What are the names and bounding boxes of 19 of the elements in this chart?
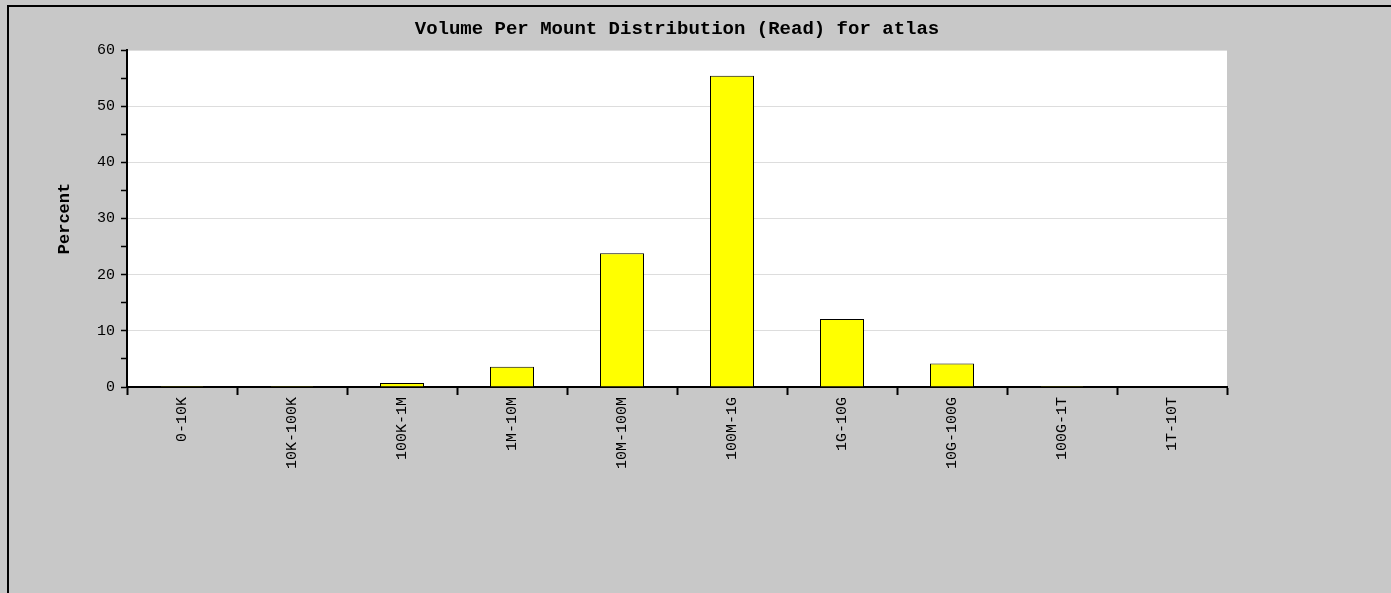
- x-tick-label: 1G-10G: [833, 397, 851, 452]
- y-tick-label: 40: [96, 154, 115, 172]
- x-tick-label: 100M-1G: [723, 397, 741, 461]
- x-tick-label: 0-10K: [173, 397, 191, 443]
- chart-title: Volume Per Mount Distribution (Read) for atlas: [414, 17, 940, 40]
- x-tick-label: 10G-100G: [943, 397, 961, 470]
- y-tick-label: 30: [96, 210, 115, 228]
- y-axis-title: Percent: [55, 182, 75, 255]
- y-tick-label: 0: [105, 378, 115, 396]
- x-tick-label: 10M-100M: [613, 397, 631, 470]
- x-tick-label: 1M-10M: [503, 397, 521, 452]
- x-tick-label: 100G-1T: [1053, 397, 1071, 461]
- x-tick-label: 100K-1M: [393, 397, 411, 461]
- y-tick-label: 10: [96, 322, 115, 340]
- x-tick-label: 1T-10T: [1163, 397, 1181, 452]
- y-tick-label: 50: [96, 98, 115, 116]
- y-tick-label: 20: [96, 266, 115, 284]
- y-tick-label: 60: [96, 41, 115, 59]
- x-tick-label: 10K-100K: [283, 397, 301, 470]
